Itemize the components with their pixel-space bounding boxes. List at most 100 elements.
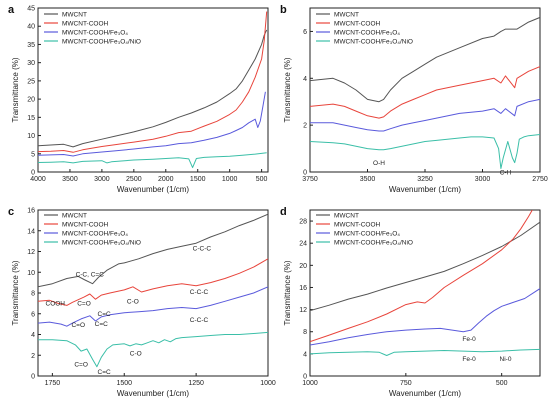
y-tick-label: 0	[31, 374, 35, 381]
peak-annotation: C-H	[500, 169, 512, 176]
legend-label: MWCNT-COOH	[62, 222, 109, 229]
peak-annotation: O-H	[373, 160, 385, 167]
x-tick-label: 1250	[188, 380, 204, 387]
y-tick-label: 0	[31, 170, 35, 177]
y-tick-label: 25	[27, 78, 35, 85]
y-tick-label: 30	[27, 60, 35, 67]
y-tick-label: 6	[31, 311, 35, 318]
series-line	[38, 331, 268, 368]
y-tick-label: 45	[27, 6, 35, 13]
peak-annotation: C-C, C=C	[76, 271, 105, 278]
peak-annotation: Fe-0	[462, 356, 476, 363]
y-tick-label: 4	[303, 76, 307, 83]
panel-d: 1000 750 500 0 4 8 12 16 20 24 28 Wavenumber (1/cm)…	[280, 206, 541, 398]
x-tick-label: 3000	[475, 176, 491, 183]
legend-label: MWCNT-COOH/Fe₃O₄/NiO	[62, 240, 141, 247]
peak-annotation: C=C	[98, 369, 111, 376]
panel-a: 4000 3500 3000 2500 2000 1500 1000 500 0 5 10 15 20 2…	[8, 4, 269, 194]
peak-annotation: C=C	[98, 311, 111, 318]
x-tick-label: 1750	[45, 380, 61, 387]
x-axis-label: Wavenumber (1/cm)	[117, 185, 190, 194]
x-axis-label: Wavenumber (1/cm)	[389, 389, 462, 398]
panel-letter: d	[280, 206, 287, 218]
x-tick-label: 500	[496, 380, 508, 387]
series-line	[38, 213, 268, 288]
series-line	[310, 221, 540, 312]
legend-label: MWCNT-COOH	[334, 21, 381, 28]
series-line	[38, 152, 267, 169]
y-tick-label: 20	[299, 263, 307, 270]
series-line	[310, 16, 540, 103]
x-tick-label: 750	[400, 380, 412, 387]
x-tick-label: 1000	[260, 380, 276, 387]
x-tick-label: 4000	[30, 176, 46, 183]
series-line	[38, 286, 268, 327]
x-tick-label: 1000	[222, 176, 238, 183]
x-tick-label: 2000	[158, 176, 174, 183]
panel-letter: c	[8, 206, 14, 218]
y-tick-label: 16	[27, 208, 35, 215]
peak-annotation: Ni-0	[500, 356, 512, 363]
plot-frame	[37, 7, 269, 173]
legend-label: MWCNT-COOH/Fe₃O₄/NiO	[334, 39, 413, 46]
y-tick-label: 24	[299, 241, 307, 248]
legend-label: MWCNT-COOH/Fe₃O₄/NiO	[62, 39, 141, 46]
y-tick-label: 8	[303, 329, 307, 336]
legend-label: MWCNT-COOH/Fe₃O₄/NiO	[334, 240, 413, 247]
y-tick-label: 16	[299, 285, 307, 292]
legend-label: MWCNT-COOH	[62, 21, 109, 28]
series-line	[310, 98, 540, 132]
y-tick-label: 0	[303, 170, 307, 177]
y-tick-label: 6	[303, 29, 307, 36]
peak-annotation: C=C	[95, 321, 108, 328]
y-tick-label: 14	[27, 228, 35, 235]
panel-letter: a	[8, 4, 15, 16]
x-tick-label: 1000	[302, 380, 318, 387]
series-line	[310, 66, 540, 119]
x-tick-label: 3750	[302, 176, 318, 183]
y-tick-label: 20	[27, 97, 35, 104]
y-tick-label: 12	[27, 249, 35, 256]
x-tick-label: 3000	[94, 176, 110, 183]
legend-label: MWCNT	[62, 213, 87, 220]
peak-annotation: C-C-C	[193, 245, 212, 252]
peak-annotation: C-C-C	[190, 317, 209, 324]
y-axis-label: Transmittance (%)	[11, 57, 20, 122]
y-tick-label: 2	[31, 353, 35, 360]
series-line	[38, 258, 268, 306]
y-tick-label: 5	[31, 151, 35, 158]
x-tick-label: 500	[256, 176, 268, 183]
panel-b: 3750 3500 3250 3000 2750 0 2 4 6 Wavenumber (1/cm…	[280, 4, 548, 194]
y-tick-label: 10	[27, 133, 35, 140]
y-tick-label: 4	[31, 332, 35, 339]
y-tick-label: 2	[303, 123, 307, 130]
y-tick-label: 12	[299, 307, 307, 314]
legend-label: MWCNT-COOH/Fe₃O₄	[62, 231, 128, 238]
panel-c: 1750 1500 1250 1000 0 2 4 6 8 10 12 14 16 Wavenumber …	[8, 206, 276, 398]
series-line	[310, 210, 533, 343]
series-line	[38, 29, 268, 148]
y-tick-label: 0	[303, 374, 307, 381]
x-axis-label: Wavenumber (1/cm)	[117, 389, 190, 398]
peak-annotation: C=O	[77, 300, 91, 307]
y-tick-label: 15	[27, 115, 35, 122]
x-tick-label: 1500	[116, 380, 132, 387]
x-tick-label: 3500	[360, 176, 376, 183]
y-tick-label: 8	[31, 291, 35, 298]
x-tick-label: 2500	[126, 176, 142, 183]
x-axis-label: Wavenumber (1/cm)	[389, 185, 462, 194]
y-tick-label: 28	[299, 219, 307, 226]
legend-label: MWCNT	[62, 12, 87, 19]
series-line	[310, 134, 540, 169]
peak-annotation: C=O	[74, 362, 88, 369]
y-axis-label: Transmittance (%)	[11, 260, 20, 325]
legend-label: MWCNT-COOH/Fe₃O₄	[62, 30, 128, 37]
legend-label: MWCNT-COOH	[334, 222, 381, 229]
legend-label: MWCNT-COOH/Fe₃O₄	[334, 231, 400, 238]
y-axis-label: Transmittance (%)	[283, 260, 292, 325]
peak-annotation: C-C-C	[190, 289, 209, 296]
peak-annotation: Fe-0	[462, 336, 476, 343]
peak-annotation: COOH	[46, 300, 66, 307]
plot-frame	[309, 209, 541, 377]
series-line	[310, 348, 540, 356]
